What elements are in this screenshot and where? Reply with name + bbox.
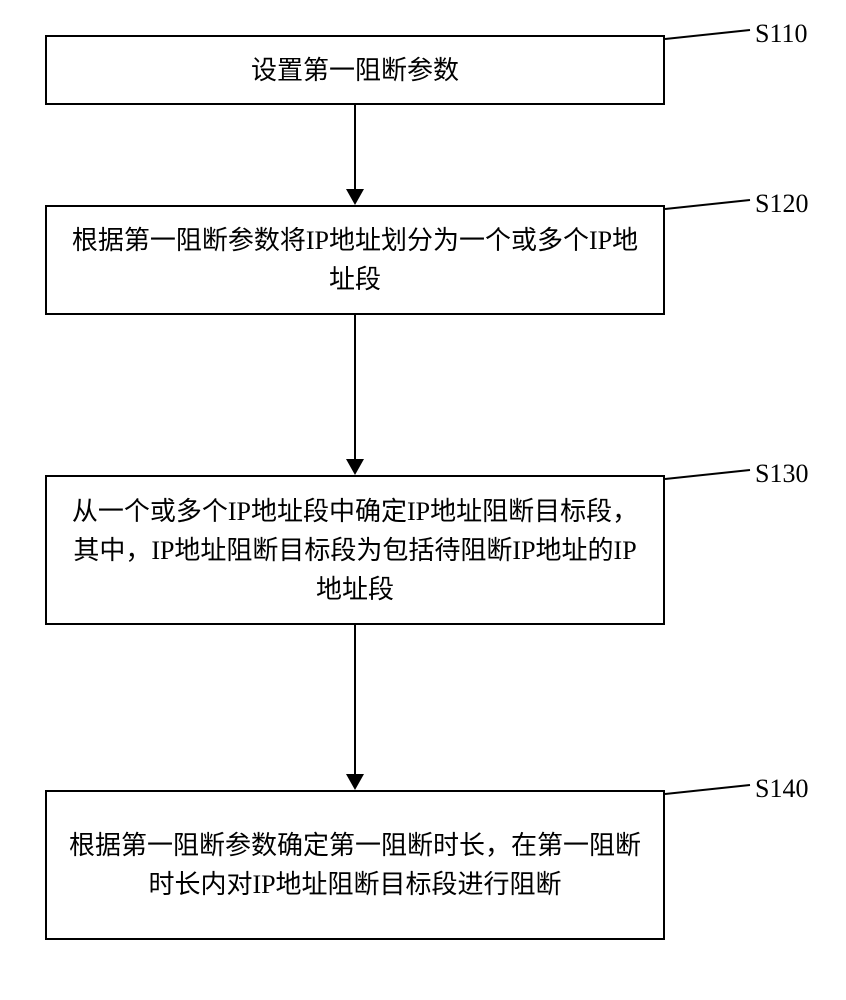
- step-box-s120: 根据第一阻断参数将IP地址划分为一个或多个IP地址段: [45, 205, 665, 315]
- arrow-line-2: [354, 315, 356, 459]
- step-text-s110: 设置第一阻断参数: [251, 51, 459, 90]
- arrow-head-2: [346, 459, 364, 475]
- step-label-s120: S120: [755, 189, 808, 219]
- step-box-s110: 设置第一阻断参数: [45, 35, 665, 105]
- step-text-s140: 根据第一阻断参数确定第一阻断时长，在第一阻断时长内对IP地址阻断目标段进行阻断: [67, 826, 643, 904]
- label-connector-s140: [665, 780, 755, 800]
- step-label-s110: S110: [755, 19, 808, 49]
- flowchart-container: 设置第一阻断参数 S110 根据第一阻断参数将IP地址划分为一个或多个IP地址段…: [0, 0, 846, 1000]
- step-text-s130: 从一个或多个IP地址段中确定IP地址阻断目标段，其中，IP地址阻断目标段为包括待…: [67, 492, 643, 609]
- label-connector-s130: [665, 465, 755, 485]
- step-box-s140: 根据第一阻断参数确定第一阻断时长，在第一阻断时长内对IP地址阻断目标段进行阻断: [45, 790, 665, 940]
- arrow-line-1: [354, 105, 356, 189]
- arrow-head-3: [346, 774, 364, 790]
- step-box-s130: 从一个或多个IP地址段中确定IP地址阻断目标段，其中，IP地址阻断目标段为包括待…: [45, 475, 665, 625]
- step-label-s130: S130: [755, 459, 808, 489]
- arrow-head-1: [346, 189, 364, 205]
- step-text-s120: 根据第一阻断参数将IP地址划分为一个或多个IP地址段: [67, 221, 643, 299]
- label-connector-s110: [665, 25, 755, 45]
- arrow-line-3: [354, 625, 356, 774]
- label-connector-s120: [665, 195, 755, 215]
- step-label-s140: S140: [755, 774, 808, 804]
